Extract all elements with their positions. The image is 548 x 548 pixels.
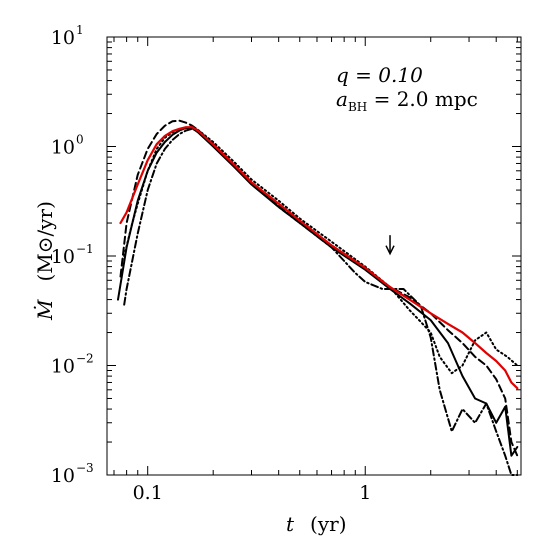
y-tick-exponent: 0 <box>76 133 84 147</box>
x-tick-label: 0.1 <box>133 482 163 504</box>
arrow-head <box>385 245 395 256</box>
y-tick-exponent: 1 <box>76 23 84 37</box>
annotation-q: q = 0.10 <box>336 63 423 87</box>
series-line-dashed <box>119 119 519 457</box>
arrow-marker <box>385 235 395 256</box>
y-tick-label: 10 <box>51 356 75 378</box>
y-tick-exponent: −2 <box>76 352 94 366</box>
y-tick-exponent: −1 <box>76 242 94 256</box>
y-tick-label: 10 <box>51 27 75 49</box>
x-axis-label: t (yr) <box>286 512 347 536</box>
series-lines <box>117 119 519 476</box>
axis-ticks <box>107 36 521 476</box>
y-tick-label: 10 <box>51 246 75 268</box>
y-tick-label: 10 <box>51 137 75 159</box>
x-tick-label: 1 <box>359 482 371 504</box>
y-axis-label: Ṁ(M⊙/yr) <box>33 201 57 321</box>
series-line-solid <box>117 126 519 457</box>
series-line-dashdot <box>123 127 519 476</box>
y-tick-label: 10 <box>51 465 75 487</box>
series-line-solid-red <box>119 126 519 390</box>
annotation-separation: aBH = 2.0 mpc <box>336 87 478 114</box>
series-line-dotted <box>123 126 519 375</box>
y-tick-exponent: −3 <box>76 461 94 475</box>
